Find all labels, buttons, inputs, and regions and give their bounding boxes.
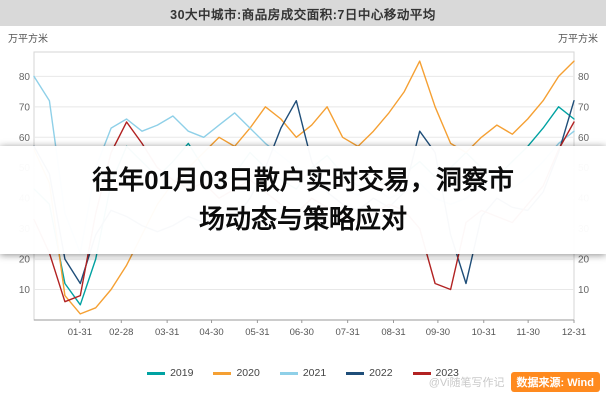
overlay-title-line2: 场动态与策略应对 <box>198 204 407 234</box>
x-tick-label: 09-30 <box>426 327 450 338</box>
y-axis-unit-right: 万平方米 <box>558 34 598 45</box>
legend-swatch-2022 <box>346 371 365 375</box>
legend-swatch-2019 <box>147 371 166 375</box>
y-tick-label-left: 10 <box>19 285 31 296</box>
x-tick-label: 08-31 <box>381 327 405 338</box>
chart-legend: 2019 2020 2021 2022 2023 <box>0 356 606 390</box>
legend-label-2020: 2020 <box>236 367 260 379</box>
chart-title: 30大中城市:商品房成交面积:7日中心移动平均 <box>170 7 436 22</box>
y-tick-label-right: 20 <box>578 255 590 266</box>
x-tick-label: 07-31 <box>335 327 359 338</box>
data-source-badge: 数据来源: Wind <box>510 372 600 392</box>
x-tick-label: 02-28 <box>109 327 133 338</box>
legend-item-2023: 2023 <box>412 367 459 379</box>
x-tick-label: 10-31 <box>472 327 496 338</box>
x-tick-label: 03-31 <box>155 327 179 338</box>
legend-label-2021: 2021 <box>302 367 327 379</box>
y-tick-label-right: 70 <box>578 102 590 113</box>
watermark-text: @Vi随笔写作记 <box>428 377 505 389</box>
legend-item-2021: 2021 <box>279 367 327 379</box>
legend-label-2022: 2022 <box>369 367 393 379</box>
y-tick-label-right: 80 <box>578 72 590 83</box>
x-tick-label: 04-30 <box>199 327 223 338</box>
chart-title-bar: 30大中城市:商品房成交面积:7日中心移动平均 <box>0 0 606 26</box>
legend-swatch-2023 <box>412 371 431 375</box>
y-tick-label-left: 70 <box>19 102 31 113</box>
y-tick-label-left: 20 <box>19 255 31 266</box>
y-tick-label-left: 60 <box>19 133 31 144</box>
legend-label-2019: 2019 <box>170 367 194 379</box>
overlay-title-line1: 往年01月03日散户实时交易，洞察市 <box>92 165 514 195</box>
y-axis-unit-left: 万平方米 <box>8 34 48 45</box>
x-tick-label: 11-30 <box>516 327 540 338</box>
overlay-title-banner: 往年01月03日散户实时交易，洞察市 场动态与策略应对 <box>0 146 606 254</box>
legend-item-2022: 2022 <box>346 367 393 379</box>
y-tick-label-right: 60 <box>578 133 590 144</box>
legend-item-2019: 2019 <box>147 367 193 379</box>
y-tick-label-right: 10 <box>578 285 590 296</box>
legend-swatch-2021 <box>279 371 298 375</box>
x-tick-label: 01-31 <box>68 327 92 338</box>
x-tick-label: 12-31 <box>562 327 586 338</box>
watermark: @Vi随笔写作记 数据来源: Wind <box>429 372 600 392</box>
legend-item-2020: 2020 <box>213 367 260 379</box>
x-tick-label: 06-30 <box>290 327 314 338</box>
x-tick-label: 05-31 <box>245 327 269 338</box>
y-tick-label-left: 80 <box>19 72 31 83</box>
legend-swatch-2020 <box>213 371 232 375</box>
legend-label-2023: 2023 <box>435 367 459 379</box>
